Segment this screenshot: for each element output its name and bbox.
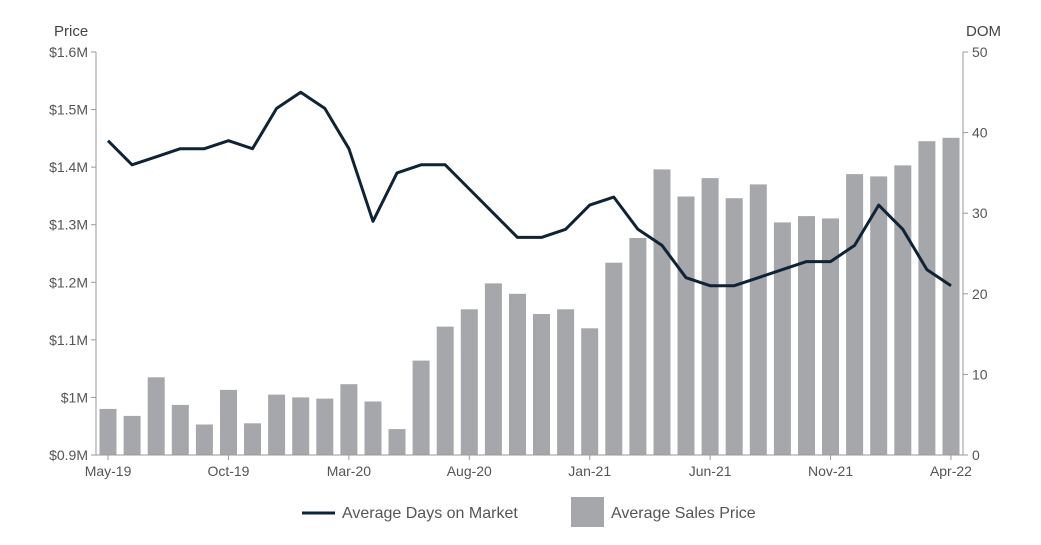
price-bar <box>316 398 334 455</box>
price-bar <box>533 314 550 455</box>
price-bar <box>412 360 430 455</box>
price-bar <box>484 283 502 455</box>
price-bar <box>725 198 743 455</box>
left-tick-label: $1.4M <box>49 159 88 175</box>
price-bar <box>581 328 599 455</box>
left-tick-label: $1.1M <box>49 332 88 348</box>
price-bar <box>388 429 406 455</box>
price-bar <box>677 196 695 455</box>
legend-label-price: Average Sales Price <box>611 505 756 522</box>
legend-bar-swatch <box>571 497 604 527</box>
price-bar <box>798 216 815 455</box>
x-tick-label: Mar-20 <box>327 463 372 479</box>
price-bar <box>99 408 117 455</box>
price-bar <box>220 389 237 455</box>
x-tick-label: Aug-20 <box>447 463 492 479</box>
price-bar <box>870 176 888 455</box>
dom-line-layer <box>106 90 952 288</box>
right-tick-label: 20 <box>972 286 988 302</box>
price-bar <box>918 141 936 455</box>
price-bar <box>268 394 286 455</box>
price-bar <box>629 238 647 455</box>
x-axis-ticks: May-19 Oct-19 Mar-20 Aug-20 Jan-21 Jun-21 Nov-… <box>85 455 972 479</box>
price-bar <box>605 262 623 455</box>
price-bars <box>99 137 960 456</box>
right-tick-label: 40 <box>972 125 988 141</box>
right-axis-title: DOM <box>966 23 1001 40</box>
left-axis-title: Price <box>54 23 88 40</box>
left-axis-ticks: $0.9M $1M $1.1M $1.2M $1.3M $1.4M $1.5M $1.6M <box>49 44 96 463</box>
price-bar <box>509 293 526 455</box>
right-axis-ticks: 0 10 20 30 40 50 <box>963 44 988 463</box>
price-bar <box>244 423 261 455</box>
price-bar <box>123 415 141 455</box>
x-tick-label: Jan-21 <box>568 463 611 479</box>
x-tick-label: Oct-19 <box>207 463 249 479</box>
price-bar <box>894 165 912 455</box>
left-tick-label: $1.5M <box>49 102 88 118</box>
right-tick-label: 50 <box>972 44 988 60</box>
dom-series-line <box>106 90 952 288</box>
x-tick-label: Apr-22 <box>930 463 972 479</box>
price-bar <box>942 137 960 456</box>
left-tick-label: $1.3M <box>49 217 88 233</box>
legend-label-dom: Average Days on Market <box>342 505 518 522</box>
left-tick-label: $1M <box>61 389 88 405</box>
price-bar <box>460 309 478 455</box>
price-bar <box>653 169 671 455</box>
left-tick-label: $1.6M <box>49 44 88 60</box>
x-tick-label: Nov-21 <box>808 463 853 479</box>
x-tick-label: May-19 <box>85 463 132 479</box>
price-bar <box>436 326 454 455</box>
price-bar <box>147 377 165 455</box>
x-tick-label: Jun-21 <box>689 463 732 479</box>
price-bar <box>171 404 189 455</box>
price-bar <box>846 174 864 455</box>
price-bar <box>557 309 575 455</box>
price-bar <box>340 384 358 455</box>
legend: Average Days on Market Average Sales Pri… <box>302 497 756 527</box>
right-tick-label: 10 <box>972 366 988 382</box>
axes <box>95 52 964 456</box>
right-tick-label: 0 <box>972 447 980 463</box>
left-tick-label: $0.9M <box>49 447 88 463</box>
left-tick-label: $1.2M <box>49 274 88 290</box>
price-bar <box>701 178 719 455</box>
price-bar <box>822 218 839 455</box>
price-bar <box>749 184 767 455</box>
right-tick-label: 30 <box>972 205 988 221</box>
price-bar <box>364 401 382 455</box>
price-bar <box>773 222 791 455</box>
price-bar <box>292 397 310 455</box>
price-bar <box>195 424 213 455</box>
